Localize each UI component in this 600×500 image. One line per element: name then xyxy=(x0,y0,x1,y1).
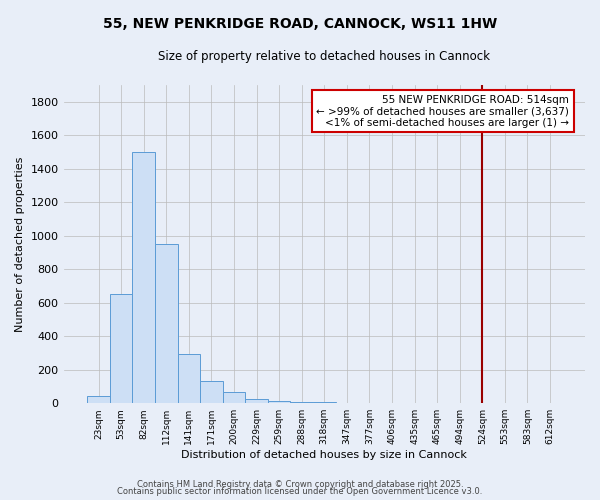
Bar xyxy=(155,244,178,403)
Bar xyxy=(335,402,358,403)
Bar xyxy=(133,152,155,403)
Bar xyxy=(200,380,223,403)
Title: Size of property relative to detached houses in Cannock: Size of property relative to detached ho… xyxy=(158,50,490,63)
Bar xyxy=(223,392,245,403)
Text: Contains HM Land Registry data © Crown copyright and database right 2025.: Contains HM Land Registry data © Crown c… xyxy=(137,480,463,489)
Text: 55, NEW PENKRIDGE ROAD, CANNOCK, WS11 1HW: 55, NEW PENKRIDGE ROAD, CANNOCK, WS11 1H… xyxy=(103,18,497,32)
Text: Contains public sector information licensed under the Open Government Licence v3: Contains public sector information licen… xyxy=(118,488,482,496)
Bar xyxy=(110,294,133,403)
Y-axis label: Number of detached properties: Number of detached properties xyxy=(15,156,25,332)
Bar xyxy=(87,396,110,403)
Bar xyxy=(178,354,200,403)
Text: 55 NEW PENKRIDGE ROAD: 514sqm
← >99% of detached houses are smaller (3,637)
<1% : 55 NEW PENKRIDGE ROAD: 514sqm ← >99% of … xyxy=(316,94,569,128)
Bar xyxy=(313,402,335,403)
Bar xyxy=(268,400,290,403)
Bar xyxy=(245,399,268,403)
X-axis label: Distribution of detached houses by size in Cannock: Distribution of detached houses by size … xyxy=(181,450,467,460)
Bar xyxy=(290,402,313,403)
